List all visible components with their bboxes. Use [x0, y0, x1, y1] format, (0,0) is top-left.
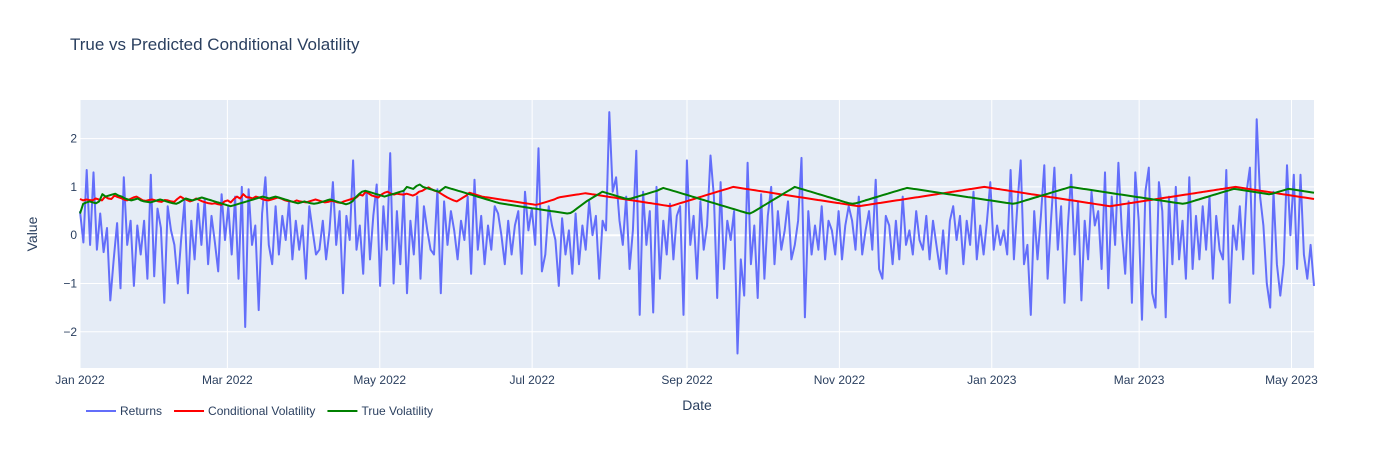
x-tick-label: Jan 2023 [967, 373, 1017, 387]
x-tick-label: Sep 2022 [661, 373, 713, 387]
x-tick-label: Mar 2023 [1114, 373, 1165, 387]
series-layer [79, 111, 1315, 355]
legend: Returns Conditional Volatility True Volati… [86, 404, 433, 418]
series-line-2 [79, 183, 1315, 215]
chart-title: True vs Predicted Conditional Volatility [70, 35, 360, 54]
x-tick-label: Nov 2022 [814, 373, 866, 387]
y-tick-label: −1 [63, 276, 77, 290]
y-axis-title: Value [24, 216, 40, 251]
x-tick-label: May 2023 [1265, 373, 1318, 387]
legend-label-1: Conditional Volatility [208, 404, 315, 418]
series-line-0 [79, 111, 1315, 355]
x-tick-label: Jan 2022 [55, 373, 105, 387]
y-tick-label: 2 [70, 132, 77, 146]
y-tick-label: 1 [70, 180, 77, 194]
grid [79, 100, 1314, 368]
y-axis-ticks: 2 1 0 −1 −2 [63, 132, 77, 339]
x-tick-label: Jul 2022 [509, 373, 555, 387]
y-tick-label: 0 [70, 228, 77, 242]
legend-label-2: True Volatility [361, 404, 433, 418]
x-axis-ticks: Jan 2022 Mar 2022 May 2022 Jul 2022 Sep 2022… [55, 373, 1318, 387]
legend-label-0: Returns [120, 404, 162, 418]
x-axis-title: Date [682, 397, 712, 413]
x-tick-label: May 2022 [353, 373, 406, 387]
y-tick-label: −2 [63, 325, 77, 339]
x-tick-label: Mar 2022 [202, 373, 253, 387]
